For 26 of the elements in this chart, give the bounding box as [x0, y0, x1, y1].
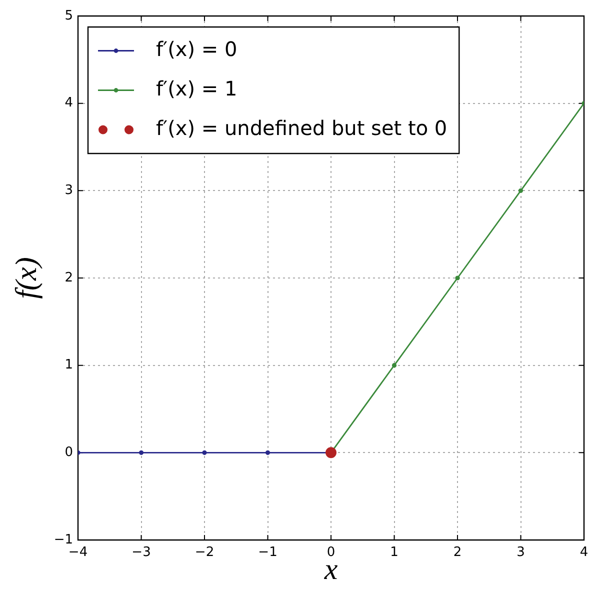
y-tick-label: 4 [64, 96, 73, 111]
y-axis-title: f(x) [10, 257, 43, 299]
x-tick-label: −2 [194, 545, 214, 560]
y-tick-label: −1 [54, 532, 73, 548]
y-tick-label: 2 [64, 270, 73, 286]
y-tick-label: 0 [64, 445, 73, 460]
x-tick-label: −4 [68, 545, 88, 560]
point [326, 447, 336, 458]
point [518, 188, 524, 193]
x-tick-label: −1 [258, 545, 278, 560]
legend-label: f′(x) = 1 [156, 76, 238, 100]
x-tick-label: 2 [453, 545, 462, 560]
point [392, 363, 397, 368]
x-tick-label: 3 [516, 545, 525, 560]
x-tick-label: 4 [580, 545, 588, 560]
legend-label: f′(x) = undefined but set to 0 [156, 116, 448, 140]
y-tick-label: 1 [64, 358, 73, 373]
y-tick-label: 5 [64, 8, 73, 24]
point [138, 450, 144, 455]
x-tick-label: −3 [132, 545, 151, 560]
x-tick-label: 1 [390, 545, 398, 560]
point [202, 450, 207, 455]
legend-label: f′(x) = 0 [156, 36, 238, 61]
point [455, 276, 460, 280]
y-tick-label: 3 [64, 183, 73, 198]
point [265, 450, 270, 455]
